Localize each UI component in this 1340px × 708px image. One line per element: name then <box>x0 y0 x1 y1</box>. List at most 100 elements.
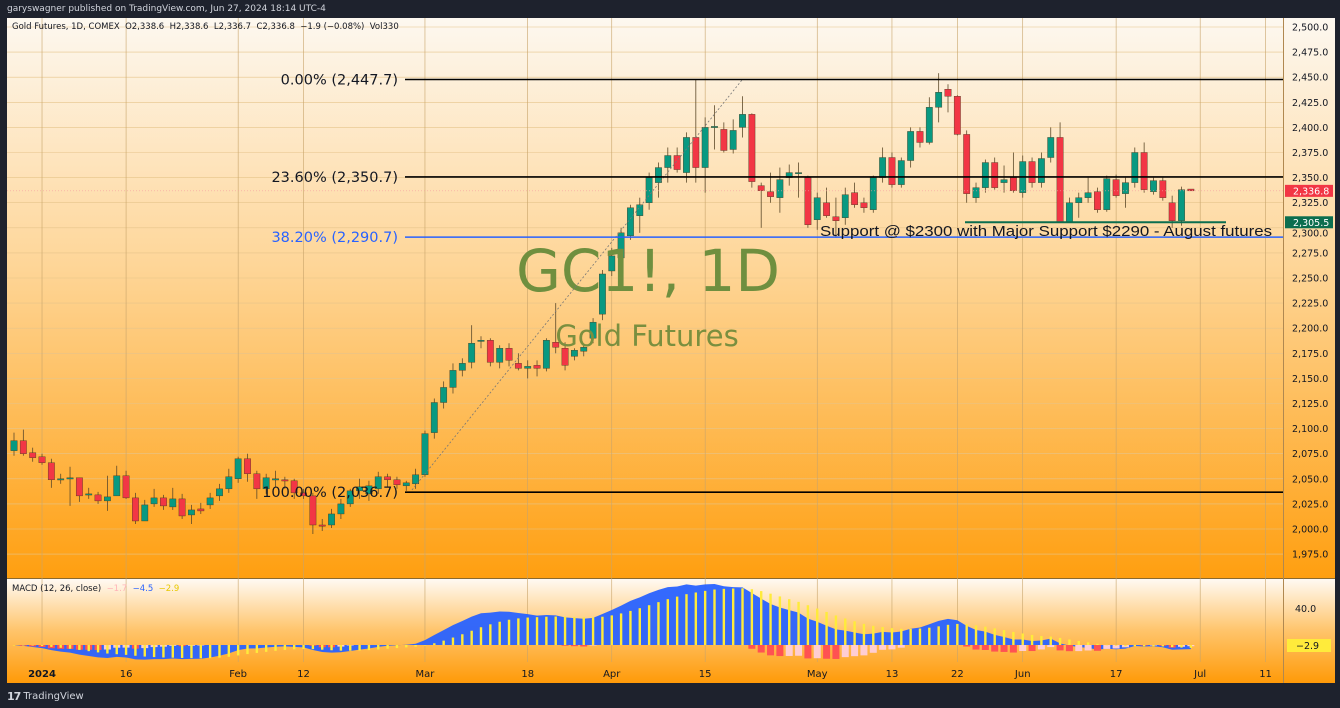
macd-signal-bar <box>956 623 959 645</box>
price-badge-label: 2,336.8 <box>1293 186 1329 197</box>
macd-axis-label: 40.0 <box>1295 604 1316 615</box>
candle-body <box>701 127 709 168</box>
candle-body <box>496 348 504 363</box>
candle <box>561 342 569 371</box>
macd-signal-bar <box>498 621 501 645</box>
candle <box>103 475 111 511</box>
candle-body <box>94 494 102 502</box>
price-tick-label: 2,175.0 <box>1292 349 1328 360</box>
candle <box>346 488 354 507</box>
tv-logo-icon: 17 <box>7 690 21 703</box>
macd-histogram-bar <box>1065 645 1073 652</box>
macd-signal-bar <box>423 645 427 646</box>
candle <box>1037 152 1045 188</box>
candle <box>440 381 448 409</box>
candle-body <box>916 131 924 143</box>
time-tick-label: 18 <box>521 669 534 680</box>
macd-histogram-bar <box>785 645 793 656</box>
time-tick-label: 12 <box>297 669 310 680</box>
candle <box>916 127 924 148</box>
candle <box>57 473 65 484</box>
macd-signal-bar <box>358 645 361 651</box>
macd-signal-bar <box>489 624 492 645</box>
macd-signal-bar <box>1133 645 1136 647</box>
candle <box>832 197 840 238</box>
macd-signal-bar <box>890 628 894 645</box>
ohlc-high: H2,338.6 <box>169 22 209 32</box>
macd-signal-bar <box>974 625 978 645</box>
macd-signal-bar <box>647 605 651 645</box>
volume: Vol330 <box>369 22 399 32</box>
time-tick-label: May <box>807 669 828 680</box>
candle-body <box>1075 197 1083 203</box>
candle <box>328 508 335 528</box>
macd-signal-bar <box>479 627 483 645</box>
candle <box>384 473 391 487</box>
macd-signal-bar <box>573 616 576 645</box>
macd-signal-bar <box>1096 643 1099 645</box>
macd-histogram-bar <box>1019 645 1027 652</box>
candle <box>748 113 756 188</box>
candle <box>1000 165 1008 193</box>
candle <box>141 499 149 522</box>
candle <box>1131 147 1139 188</box>
macd-signal-bar <box>526 617 529 645</box>
candle-body <box>1168 202 1176 221</box>
candle-body <box>953 96 961 135</box>
price-tick-label: 2,075.0 <box>1292 449 1328 460</box>
candle-body <box>925 107 933 143</box>
candle-body <box>365 485 373 495</box>
candle-body <box>440 387 448 403</box>
macd-histogram-bar <box>851 645 859 657</box>
macd-signal-bar <box>246 645 249 655</box>
symbol-name: Gold Futures, 1D, COMEX <box>12 22 120 32</box>
candle <box>1075 192 1083 218</box>
candle-body <box>66 477 74 480</box>
macd-signal-bar <box>321 645 324 650</box>
candle <box>262 473 270 494</box>
candle <box>1028 157 1036 188</box>
candle <box>290 478 298 499</box>
macd-value-badge-label: −2.9 <box>1296 641 1319 652</box>
macd-indicator <box>12 584 1195 660</box>
macd-signal-bar <box>1068 639 1071 645</box>
macd-histogram-bar <box>1009 645 1017 653</box>
time-tick-label: 13 <box>886 669 899 680</box>
macd-signal-bar <box>1124 645 1127 647</box>
candle <box>655 162 662 198</box>
price-tick-label: 2,300.0 <box>1292 228 1328 239</box>
time-tick-label: 16 <box>120 669 133 680</box>
candle-body <box>1000 179 1008 183</box>
candle-body <box>346 490 354 505</box>
candle-body <box>542 340 550 369</box>
candle <box>402 480 410 491</box>
candle-body <box>524 366 532 369</box>
tradingview-logo[interactable]: 17 TradingView <box>7 690 84 703</box>
macd-histogram-bar <box>897 645 905 648</box>
watermark-symbol: GC1!, 1D <box>516 237 780 305</box>
candle-body <box>430 402 438 433</box>
macd-signal-bar <box>1030 634 1034 645</box>
candle-body <box>262 477 270 490</box>
symbol-legend[interactable]: Gold Futures, 1D, COMEX O2,338.6 H2,338.… <box>12 22 399 32</box>
macd-signal-bar <box>535 617 539 645</box>
candle <box>234 456 242 483</box>
macd-signal-bar <box>918 628 922 645</box>
candle <box>776 167 784 213</box>
price-tick-label: 2,250.0 <box>1292 274 1328 285</box>
candle-body <box>617 232 625 259</box>
macd-signal-bar <box>844 618 847 645</box>
candle <box>421 430 429 477</box>
candle-body <box>421 433 429 475</box>
candle <box>524 360 532 379</box>
candle <box>47 458 55 488</box>
candle-body <box>655 167 662 183</box>
macd-histogram-bar <box>1047 645 1055 648</box>
macd-signal-bar <box>1170 645 1174 648</box>
ohlc-close: C2,336.8 <box>256 22 295 32</box>
macd-legend[interactable]: MACD (12, 26, close) −1.7 −4.5 −2.9 <box>12 584 179 594</box>
candle-body <box>290 480 298 494</box>
price-tick-label: 2,100.0 <box>1292 424 1328 435</box>
macd-histogram-bar <box>1028 645 1036 652</box>
